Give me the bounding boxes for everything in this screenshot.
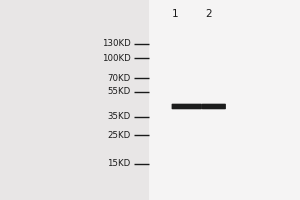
Bar (148, 0, 300, 200)
Text: 25KD: 25KD (107, 131, 130, 140)
Text: 1: 1 (172, 9, 179, 19)
Text: 55KD: 55KD (107, 87, 130, 96)
FancyBboxPatch shape (202, 104, 226, 109)
FancyBboxPatch shape (172, 104, 202, 109)
Text: 100KD: 100KD (102, 54, 130, 63)
Text: 70KD: 70KD (107, 74, 130, 83)
Text: 130KD: 130KD (102, 39, 130, 48)
Text: 15KD: 15KD (107, 159, 130, 168)
Text: 2: 2 (205, 9, 212, 19)
Text: 35KD: 35KD (107, 112, 130, 121)
